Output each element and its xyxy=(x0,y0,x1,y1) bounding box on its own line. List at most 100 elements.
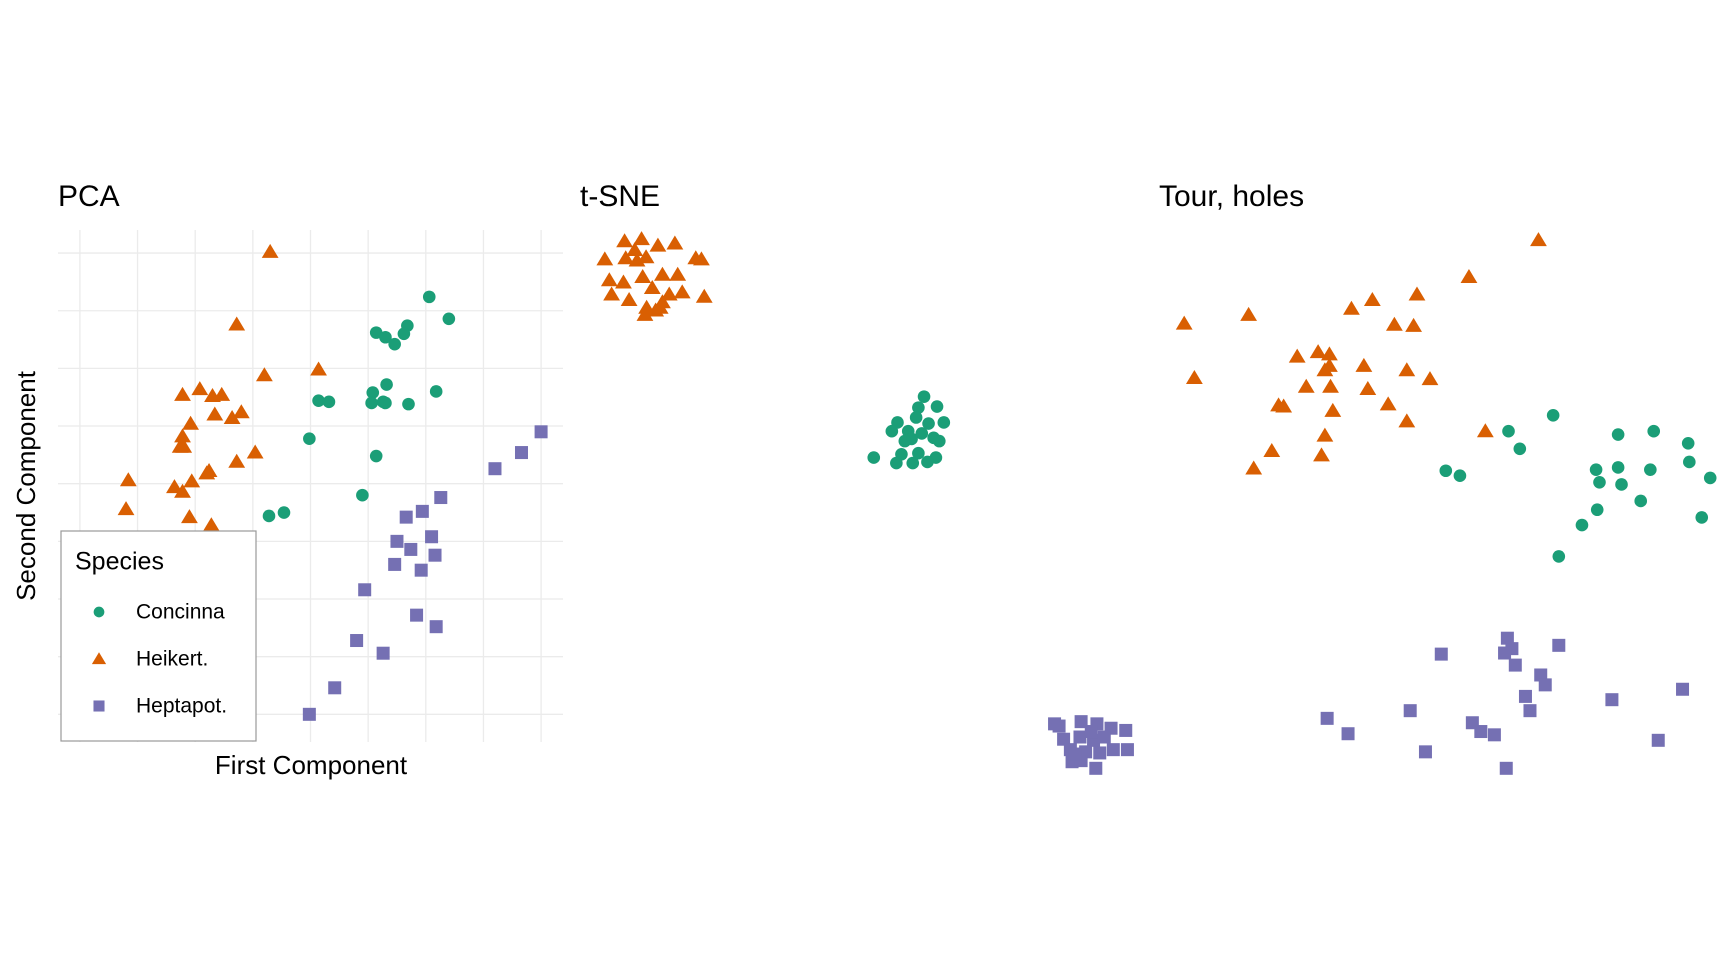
point xyxy=(312,394,325,407)
point xyxy=(1518,689,1532,703)
point xyxy=(1073,730,1087,744)
point xyxy=(1589,463,1603,476)
point xyxy=(514,446,528,460)
point xyxy=(1683,455,1696,469)
point xyxy=(636,306,654,321)
point xyxy=(1240,306,1258,321)
point xyxy=(912,401,925,414)
point xyxy=(388,337,401,351)
point xyxy=(915,427,929,440)
point xyxy=(442,312,456,326)
point xyxy=(429,385,443,398)
point xyxy=(366,386,380,399)
point xyxy=(616,233,633,248)
point xyxy=(1508,658,1522,672)
point xyxy=(358,583,372,597)
point xyxy=(262,509,276,523)
point xyxy=(117,501,135,516)
point xyxy=(1523,704,1537,718)
point xyxy=(261,243,279,258)
point xyxy=(1106,743,1120,757)
point xyxy=(1647,424,1661,438)
point xyxy=(885,424,899,438)
point xyxy=(1530,232,1547,247)
point xyxy=(322,395,336,409)
point xyxy=(1644,463,1657,476)
point xyxy=(1379,396,1397,411)
point xyxy=(1552,550,1566,563)
point xyxy=(634,268,652,283)
point xyxy=(425,530,439,544)
point xyxy=(1322,378,1339,393)
point xyxy=(379,396,392,410)
point xyxy=(669,266,687,281)
point xyxy=(379,330,392,344)
point xyxy=(1321,357,1338,372)
point xyxy=(693,251,710,266)
point xyxy=(414,563,428,577)
point xyxy=(380,378,393,391)
point xyxy=(1474,725,1488,739)
point xyxy=(1363,292,1381,307)
point xyxy=(898,434,912,448)
point xyxy=(1476,423,1494,438)
point xyxy=(1355,357,1373,372)
point xyxy=(1288,348,1306,363)
point xyxy=(404,542,418,556)
point xyxy=(488,462,502,476)
legend-label: Heikert. xyxy=(136,648,208,671)
point xyxy=(1434,647,1448,661)
point xyxy=(376,646,390,660)
point xyxy=(534,425,548,439)
point xyxy=(1175,315,1193,330)
point xyxy=(350,634,364,648)
point xyxy=(1418,745,1432,759)
point xyxy=(206,406,224,421)
legend-marker xyxy=(91,652,107,665)
point xyxy=(695,288,713,303)
point xyxy=(1499,761,1513,775)
point xyxy=(310,361,327,376)
point xyxy=(937,416,951,429)
point xyxy=(402,397,415,411)
point xyxy=(174,386,191,401)
point xyxy=(1245,460,1263,475)
point xyxy=(912,446,925,460)
point xyxy=(223,409,241,424)
point xyxy=(1359,380,1377,395)
point xyxy=(1097,730,1111,744)
point xyxy=(1502,424,1515,438)
point xyxy=(228,316,246,331)
point xyxy=(651,299,669,314)
point xyxy=(422,290,436,304)
point xyxy=(1068,747,1082,761)
point xyxy=(232,404,250,419)
point xyxy=(303,432,316,446)
point xyxy=(643,279,661,294)
point xyxy=(930,400,944,413)
point xyxy=(1313,447,1330,462)
point xyxy=(1408,286,1426,301)
point xyxy=(328,681,342,695)
point xyxy=(429,620,443,634)
point xyxy=(1297,378,1315,393)
point xyxy=(890,456,903,470)
point xyxy=(1403,704,1417,718)
point xyxy=(1538,678,1552,692)
point xyxy=(921,455,934,469)
point xyxy=(1590,503,1604,517)
point xyxy=(649,237,667,252)
point xyxy=(356,488,369,502)
point xyxy=(1513,442,1527,456)
point xyxy=(174,483,191,498)
point xyxy=(1498,646,1512,660)
point xyxy=(166,479,183,494)
point xyxy=(1398,362,1416,377)
point xyxy=(867,451,881,464)
point xyxy=(1275,398,1293,413)
point xyxy=(182,415,199,430)
chart-title: PCA xyxy=(58,180,120,213)
legend-marker xyxy=(93,700,105,712)
point xyxy=(415,504,429,518)
